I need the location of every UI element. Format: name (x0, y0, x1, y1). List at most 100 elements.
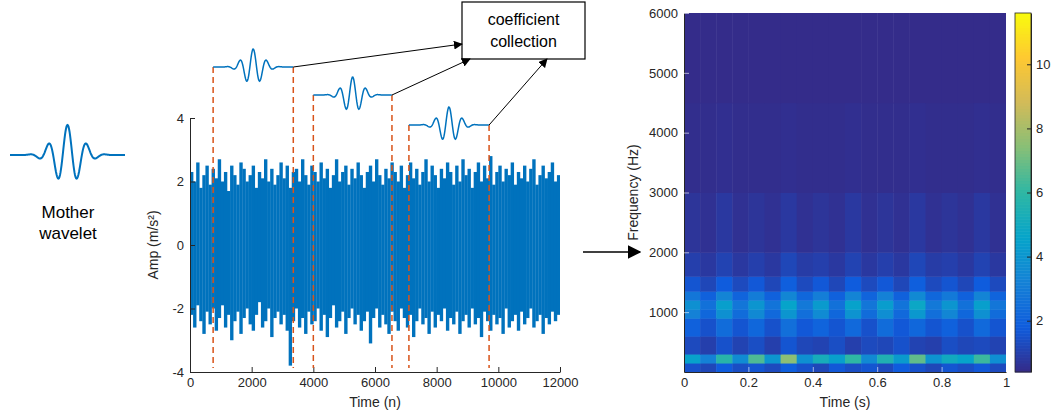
heatmap-cell (684, 300, 701, 309)
heatmap-cell (861, 103, 878, 193)
heatmap-cell (893, 336, 910, 354)
tick-mark (684, 13, 689, 14)
signal-range (480, 182, 483, 338)
heatmap-cell (829, 193, 846, 253)
heatmap-cell (797, 363, 814, 372)
signal-range (446, 162, 449, 330)
heatmap-cell (990, 300, 1006, 309)
tick-mark (748, 367, 749, 372)
colorbar-slice (1015, 187, 1031, 190)
signal-range (209, 185, 212, 325)
signal-range (252, 166, 255, 331)
signal-range (276, 175, 279, 312)
heatmap-cell (990, 13, 1006, 103)
colorbar-slice (1015, 318, 1031, 321)
signal-range (264, 159, 267, 321)
tick: 0 (177, 238, 195, 253)
tick-label: 6 (1036, 185, 1043, 200)
heatmap-cell (909, 318, 926, 336)
heatmap-cell (829, 318, 846, 336)
colorbar-slice (1015, 363, 1031, 366)
colorbar-slice (1015, 222, 1031, 225)
label-line: collection (490, 33, 557, 50)
heatmap-cell (732, 193, 749, 253)
tick: 2 (177, 174, 195, 189)
signal-range (397, 182, 400, 331)
heatmap-cell (893, 318, 910, 336)
signal-range (363, 188, 366, 321)
tick-mark (1027, 321, 1031, 322)
colorbar-slice (1015, 85, 1031, 88)
heatmap-cell (909, 252, 926, 276)
colorbar-slice (1015, 178, 1031, 181)
arrow (583, 251, 640, 253)
heatmap-cell (861, 354, 878, 363)
heatmap-cell (893, 309, 910, 318)
window-edge (313, 95, 315, 368)
signal-range (227, 191, 230, 315)
tick: 0.2 (740, 367, 758, 390)
heatmap-cell (829, 13, 846, 103)
heatmap-cell (861, 276, 878, 291)
tick-label: 0 (681, 375, 688, 390)
tick: 6 (1027, 185, 1043, 200)
colorbar-slice (1015, 306, 1031, 309)
colorbar-slice (1015, 339, 1031, 342)
colorbar-slice (1015, 351, 1031, 354)
heatmap-cell (829, 103, 846, 193)
colorbar-slice (1015, 19, 1031, 22)
heatmap-cell (990, 309, 1006, 318)
heatmap-cell (845, 193, 862, 253)
heatmap-cell (716, 354, 733, 363)
heatmap-cell (861, 363, 878, 372)
colorbar-slice (1015, 216, 1031, 219)
signal-range (239, 162, 242, 333)
signal-range (360, 175, 363, 331)
heatmap-cell (716, 300, 733, 309)
heatmap-cell (926, 13, 943, 103)
heatmap-cell (797, 318, 814, 336)
tick: -2 (172, 301, 195, 316)
heatmap-cell (797, 276, 814, 291)
heatmap-cell (942, 354, 959, 363)
heatmap-cell (893, 363, 910, 372)
heatmap-cell (926, 252, 943, 276)
signal-range (199, 188, 202, 321)
signal-range (224, 172, 227, 328)
tick: 10 (1027, 57, 1050, 72)
heatmap-cell (893, 103, 910, 193)
heatmap-cell (813, 354, 830, 363)
coefficient-box (462, 2, 585, 59)
tick-label: 6000 (361, 375, 390, 390)
signal-range (461, 159, 464, 321)
colorbar-slice (1015, 133, 1031, 136)
heatmap-cell (765, 336, 782, 354)
signal (190, 156, 560, 366)
heatmap-cell (909, 336, 926, 354)
signal-range (255, 188, 258, 315)
colorbar-slice (1015, 324, 1031, 327)
y-axis-title: Amp (m/s²) (145, 210, 161, 279)
signal-range (249, 175, 252, 324)
colorbar-slice (1015, 31, 1031, 34)
tick: 12000 (542, 367, 578, 390)
heatmap-cell (893, 276, 910, 291)
colorbar-slice (1015, 160, 1031, 163)
signal-range (468, 169, 471, 328)
heatmap-cell (861, 13, 878, 103)
colorbar-slice (1015, 234, 1031, 237)
heatmap-cell (781, 193, 798, 253)
signal-range (332, 175, 335, 305)
signal-range (511, 162, 514, 321)
colorbar-slice (1015, 25, 1031, 28)
signal-range (437, 188, 440, 315)
colorbar-slice (1015, 252, 1031, 255)
heatmap-cell (942, 252, 959, 276)
heatmap-cell (926, 291, 943, 300)
heatmap-cell (974, 193, 991, 253)
heatmap-cell (748, 276, 765, 291)
signal-range (418, 185, 421, 309)
heatmap-cell (974, 309, 991, 318)
tick: 2 (1027, 313, 1043, 328)
label-line: Mother (42, 203, 95, 222)
